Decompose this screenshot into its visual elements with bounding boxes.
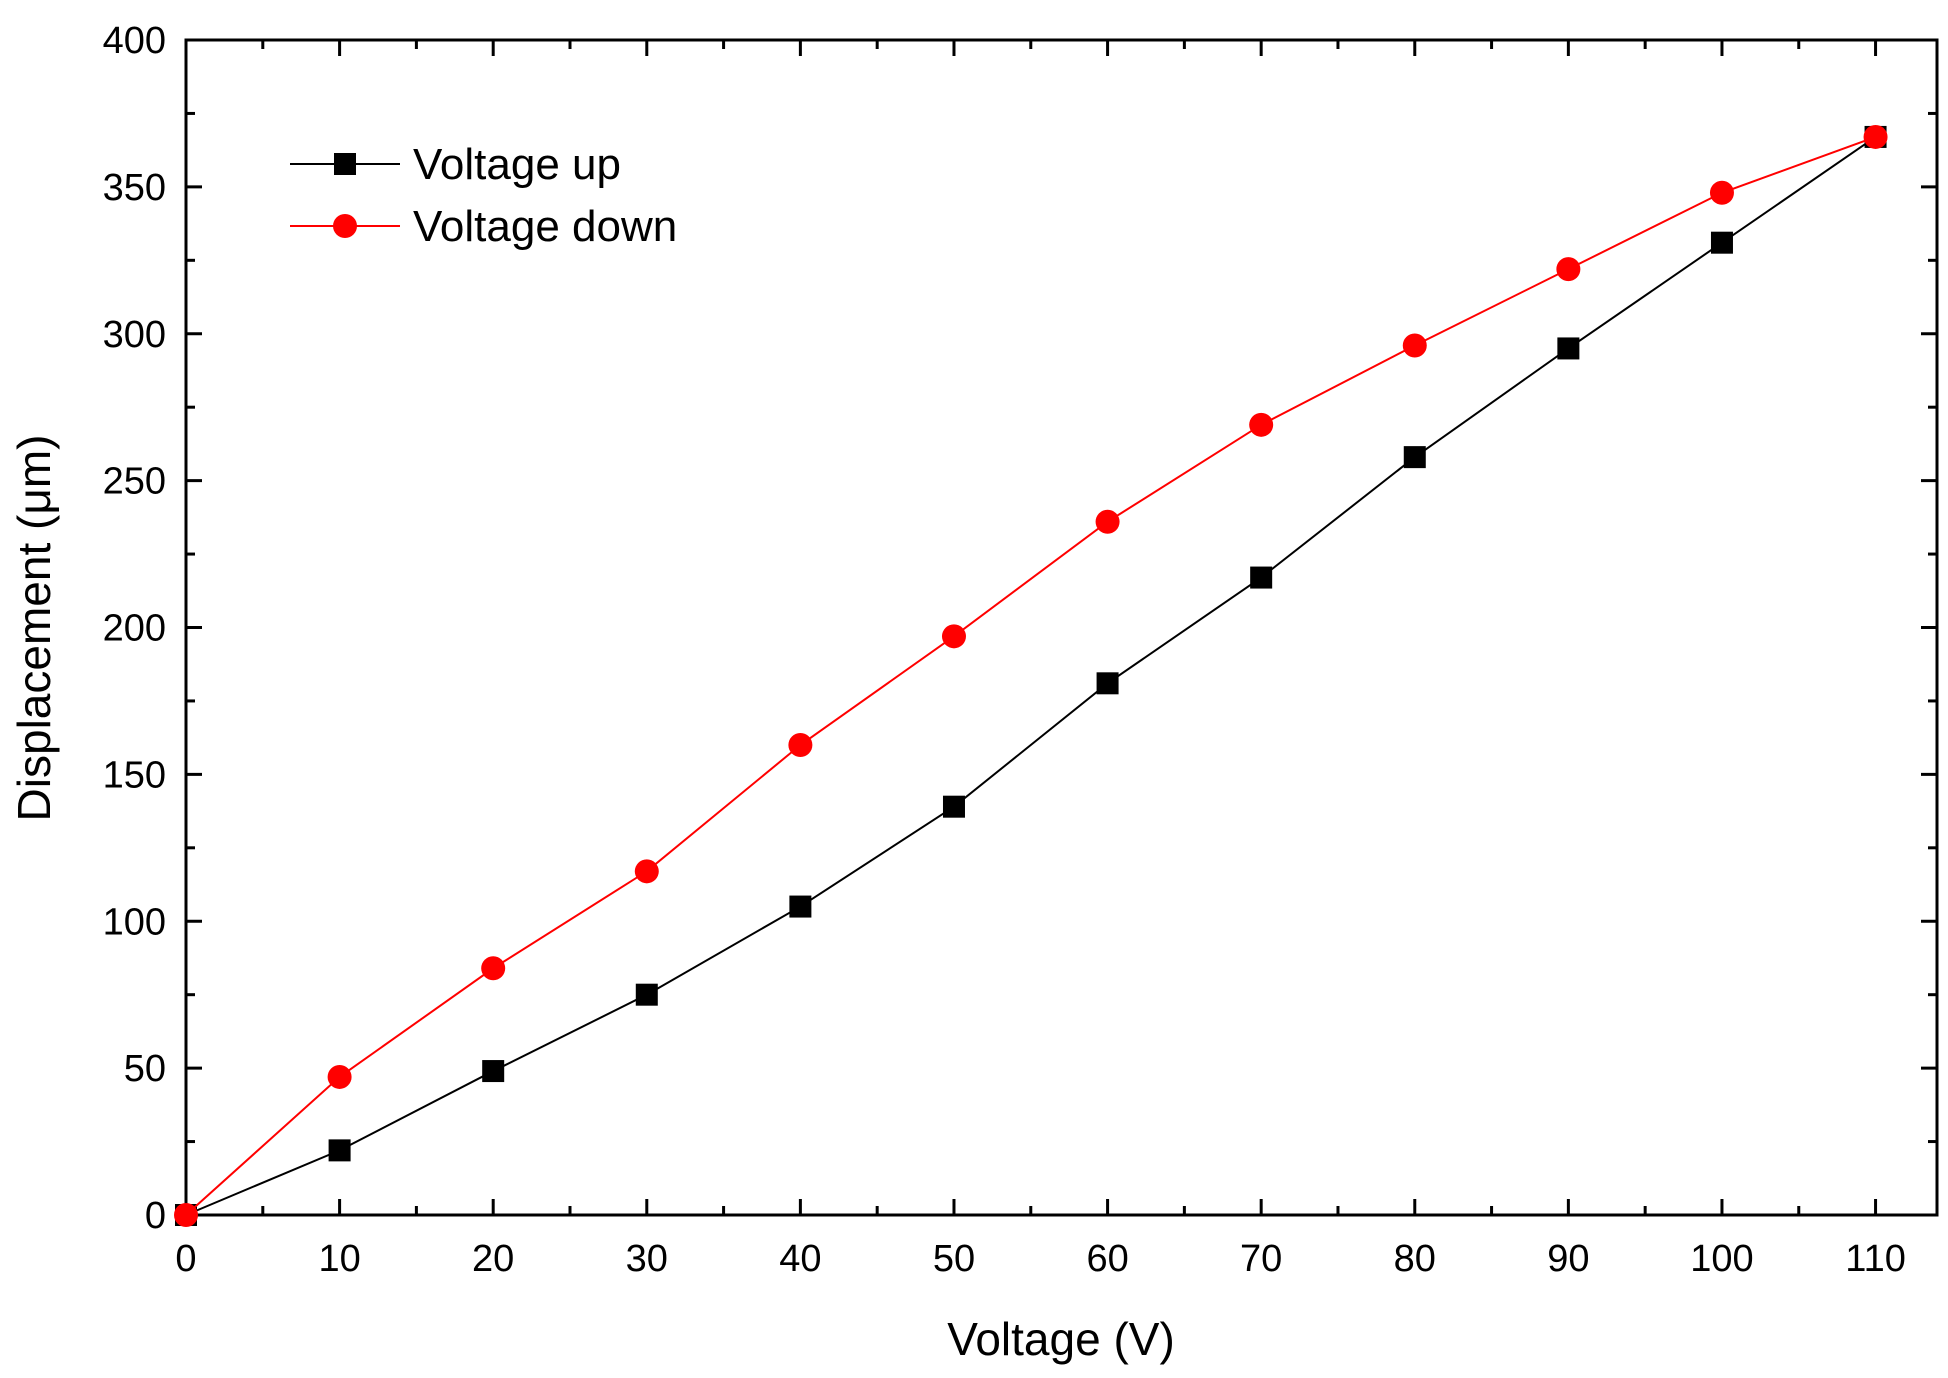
x-tick-label: 50 <box>933 1238 975 1280</box>
data-point-circle <box>174 1203 198 1227</box>
y-tick-label: 300 <box>103 314 166 356</box>
data-point-square <box>635 983 658 1006</box>
data-point-square <box>1096 672 1119 695</box>
y-tick-label: 200 <box>103 608 166 650</box>
x-tick-label: 0 <box>175 1238 196 1280</box>
data-point-circle <box>1556 257 1581 282</box>
data-point-square <box>1403 446 1426 469</box>
x-axis-ticks: 0 10 20 30 40 50 60 70 80 90 100 110 <box>175 40 1906 1280</box>
legend-label: Voltage up <box>413 140 621 189</box>
x-tick-label: 10 <box>318 1238 360 1280</box>
data-point-square <box>328 1139 351 1162</box>
data-point-circle <box>788 733 813 757</box>
x-tick-label: 100 <box>1690 1238 1753 1280</box>
y-tick-label: 250 <box>103 461 166 503</box>
series-layer <box>174 124 1888 1227</box>
data-point-square <box>1710 231 1733 254</box>
data-point-square <box>1250 566 1273 589</box>
data-point-circle <box>481 956 506 981</box>
data-point-circle <box>1709 180 1734 205</box>
legend-marker-square <box>334 153 356 175</box>
data-point-circle <box>634 859 659 884</box>
series-voltage-up <box>175 125 1887 1226</box>
y-tick-label: 50 <box>124 1048 166 1090</box>
y-axis-ticks: 0 50 100 150 200 250 300 350 400 <box>103 20 1937 1237</box>
x-tick-label: 60 <box>1086 1238 1128 1280</box>
series-line <box>185 135 1876 1216</box>
x-tick-label: 80 <box>1394 1238 1436 1280</box>
legend-marker-circle <box>333 214 357 238</box>
y-tick-label: 100 <box>103 901 166 943</box>
data-point-square <box>789 895 812 918</box>
x-tick-label: 30 <box>626 1238 668 1280</box>
data-point-circle <box>327 1064 352 1089</box>
series-line <box>185 136 1877 1216</box>
x-tick-label: 110 <box>1845 1238 1906 1280</box>
data-point-circle <box>1249 412 1274 437</box>
data-point-circle <box>941 624 966 649</box>
y-tick-label: 150 <box>103 754 166 796</box>
y-tick-label: 350 <box>103 167 166 209</box>
y-axis-title: Displacement (μm) <box>8 435 60 822</box>
legend-label: Voltage down <box>413 202 677 251</box>
x-tick-label: 70 <box>1240 1238 1282 1280</box>
data-point-square <box>482 1060 505 1083</box>
x-axis-title: Voltage (V) <box>947 1313 1175 1365</box>
data-point-square <box>1557 337 1580 360</box>
y-tick-label: 0 <box>145 1195 166 1237</box>
data-point-circle <box>1402 333 1427 358</box>
x-tick-label: 90 <box>1547 1238 1589 1280</box>
y-tick-label: 400 <box>103 20 166 62</box>
x-tick-label: 20 <box>472 1238 514 1280</box>
series-voltage-down <box>174 124 1888 1227</box>
data-point-square <box>942 795 965 818</box>
legend: Voltage up Voltage down <box>290 140 677 251</box>
data-point-circle <box>1095 509 1120 534</box>
x-tick-label: 40 <box>779 1238 821 1280</box>
data-point-circle <box>1863 124 1888 149</box>
